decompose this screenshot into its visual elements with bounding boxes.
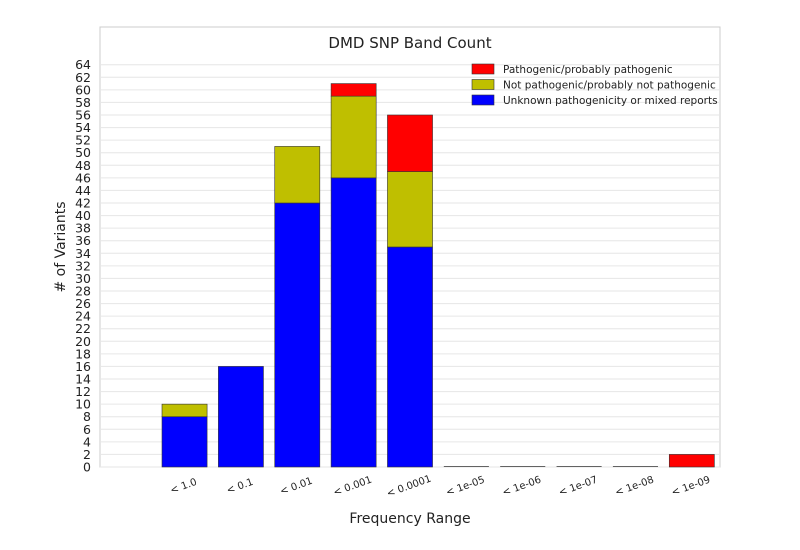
legend-swatch [471, 79, 495, 90]
x-tick-label: < 1e-06 [501, 475, 543, 499]
x-tick-label: < 1e-07 [557, 475, 599, 499]
legend: Pathogenic/probably pathogenic Not pathog… [471, 63, 718, 107]
y-tick-label: 58 [75, 95, 91, 110]
y-tick-labels: 0246810121416182022242628303234363840424… [75, 57, 91, 474]
bar-unknown-pathogenicity-or-mixed-reports-0-0001 [387, 246, 433, 468]
y-tick-label: 50 [75, 145, 91, 160]
legend-label: Unknown pathogenicity or mixed reports [503, 95, 718, 107]
y-tick-label: 46 [75, 170, 91, 185]
y-tick-label: 34 [75, 246, 91, 261]
x-tick-label: < 1e-09 [670, 475, 712, 499]
y-tick-label: 0 [83, 460, 91, 475]
y-tick-label: 62 [75, 70, 91, 85]
x-tick-label: < 0.0001 [385, 474, 433, 500]
y-tick-label: 32 [75, 258, 91, 273]
bar-pathogenic-probably-pathogenic-0-001 [330, 83, 377, 97]
chart-title: DMD SNP Band Count [328, 34, 491, 52]
bar-unknown-pathogenicity-or-mixed-reports-0-01 [274, 202, 321, 468]
legend-swatch [471, 63, 495, 75]
y-tick-label: 44 [75, 183, 91, 198]
y-tick-label: 18 [75, 346, 91, 361]
y-tick-label: 4 [83, 434, 91, 449]
y-tick-label: 36 [75, 233, 91, 248]
x-tick-labels: < 1.0 < 0.1 < 0.01 < 0.001 < 0.0001 < 1e-05 < … [169, 474, 712, 500]
y-tick-label: 30 [75, 271, 91, 286]
y-tick-label: 26 [75, 296, 91, 311]
y-tick-label: 56 [75, 108, 91, 123]
x-tick-label: < 0.001 [332, 475, 374, 499]
x-tick-label: < 0.01 [279, 476, 315, 498]
x-tick-label: < 1e-05 [445, 475, 487, 499]
y-tick-label: 20 [75, 334, 91, 349]
bar-unknown-pathogenicity-or-mixed-reports-1-0 [161, 416, 208, 468]
x-tick-label: < 0.1 [225, 477, 255, 497]
x-tick-label: < 1.0 [169, 477, 199, 497]
legend-label: Pathogenic/probably pathogenic [503, 64, 673, 76]
y-tick-label: 8 [83, 409, 91, 424]
bar-not-pathogenic-probably-not-pathogenic-0-0001 [387, 171, 433, 248]
y-tick-label: 40 [75, 208, 91, 223]
y-tick-label: 10 [75, 397, 91, 412]
legend-label: Not pathogenic/probably not pathogenic [503, 80, 716, 92]
y-tick-label: 22 [75, 321, 91, 336]
y-tick-label: 12 [75, 384, 91, 399]
bar-not-pathogenic-probably-not-pathogenic-0-01 [274, 146, 321, 204]
y-tick-label: 28 [75, 284, 91, 299]
x-tick-label: < 1e-08 [614, 475, 656, 499]
y-tick-label: 48 [75, 158, 91, 173]
y-tick-label: 60 [75, 82, 91, 97]
bar-unknown-pathogenicity-or-mixed-reports-0-001 [330, 177, 377, 468]
y-tick-label: 16 [75, 359, 91, 374]
bar-unknown-pathogenicity-or-mixed-reports-0-1 [218, 366, 264, 468]
y-axis-label: # of Variants [53, 201, 69, 292]
y-tick-label: 52 [75, 133, 91, 148]
y-tick-label: 54 [75, 120, 91, 135]
bar-pathogenic-probably-pathogenic-0-0001 [387, 114, 433, 172]
legend-swatch [471, 94, 495, 106]
y-tick-label: 42 [75, 196, 91, 211]
bar-not-pathogenic-probably-not-pathogenic-0-001 [330, 95, 377, 179]
bars [161, 83, 715, 468]
y-tick-label: 2 [83, 447, 91, 462]
y-tick-label: 24 [75, 309, 91, 324]
bar-not-pathogenic-probably-not-pathogenic-1-0 [161, 403, 208, 418]
y-tick-label: 14 [75, 372, 91, 387]
bar-pathogenic-probably-pathogenic-1e-09 [668, 454, 715, 468]
y-tick-label: 64 [75, 57, 91, 72]
y-tick-label: 38 [75, 221, 91, 236]
y-tick-label: 6 [83, 422, 91, 437]
x-axis-label: Frequency Range [349, 511, 470, 527]
